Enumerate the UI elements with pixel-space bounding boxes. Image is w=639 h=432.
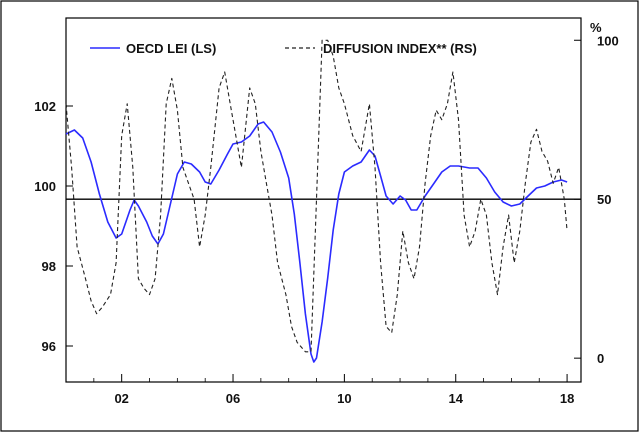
right-tick-label: 0 (597, 351, 604, 366)
legend-label-lei: OECD LEI (LS) (126, 41, 216, 56)
x-tick-label: 10 (337, 391, 351, 406)
plot-frame (65, 17, 582, 383)
left-tick-label: 102 (34, 99, 56, 114)
series-line-lei (65, 121, 568, 363)
x-tick-label: 06 (226, 391, 240, 406)
legend: OECD LEI (LS) DIFFUSION INDEX** (RS) (90, 41, 477, 56)
legend-label-diffusion: DIFFUSION INDEX** (RS) (323, 41, 477, 56)
right-tick-label: 100 (597, 33, 619, 48)
left-tick-label: 96 (42, 339, 56, 354)
series-line-diffusion (65, 39, 568, 353)
x-tick-label: 02 (114, 391, 128, 406)
right-tick-label: 50 (597, 192, 611, 207)
left-tick-label: 98 (42, 259, 56, 274)
right-axis-unit: % (590, 20, 602, 35)
x-tick-label: 14 (448, 391, 463, 406)
left-tick-label: 100 (34, 179, 56, 194)
x-tick-label: 18 (560, 391, 574, 406)
